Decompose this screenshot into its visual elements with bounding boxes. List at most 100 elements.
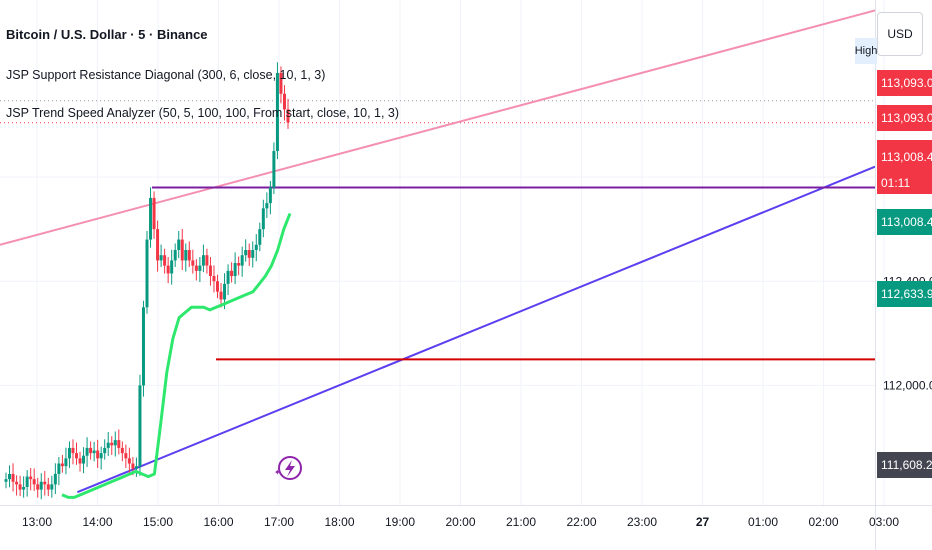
candle-body[interactable] (11, 473, 15, 482)
candle-body[interactable] (163, 255, 167, 266)
candle-body[interactable] (82, 455, 86, 464)
trend-speed-line (61, 212, 292, 499)
symbol-title[interactable]: Bitcoin / U.S. Dollar · 5 · Binance (6, 27, 208, 42)
indicator-support-resistance-label[interactable]: JSP Support Resistance Diagonal (300, 6,… (6, 68, 326, 82)
candle-body[interactable] (226, 270, 230, 284)
candle-body[interactable] (110, 442, 114, 446)
candle-body[interactable] (60, 463, 64, 467)
candle-body[interactable] (265, 203, 269, 209)
candle-body[interactable] (22, 486, 26, 490)
candle-body[interactable] (205, 255, 209, 266)
candle-body[interactable] (25, 476, 29, 487)
candle-body[interactable] (117, 440, 121, 448)
candle-body[interactable] (96, 450, 100, 459)
high-tag: High (855, 38, 877, 64)
candle-body[interactable] (78, 458, 82, 464)
candle-body[interactable] (166, 265, 170, 274)
candle-body[interactable] (15, 481, 19, 485)
candle-body[interactable] (286, 109, 290, 123)
candle-body[interactable] (32, 479, 36, 485)
candle-body[interactable] (103, 447, 107, 454)
candle-body[interactable] (71, 447, 75, 454)
candle-body[interactable] (237, 263, 241, 266)
candle-body[interactable] (272, 151, 276, 188)
candle-body[interactable] (29, 476, 33, 480)
candle-body[interactable] (67, 447, 71, 459)
candle-body[interactable] (194, 265, 198, 271)
candle-body[interactable] (113, 440, 117, 446)
candle-body[interactable] (149, 197, 153, 240)
candle-body[interactable] (46, 484, 50, 490)
candle-body[interactable] (43, 481, 47, 485)
candle-body[interactable] (53, 473, 57, 485)
x-tick-label: 15:00 (143, 515, 173, 529)
candle-body[interactable] (233, 263, 237, 277)
price-label-badge (877, 70, 932, 96)
x-tick-label: 27 (696, 515, 710, 529)
candle-body[interactable] (145, 239, 149, 308)
candle-body[interactable] (89, 447, 93, 454)
candle-body[interactable] (106, 442, 110, 448)
currency-button[interactable]: USD (877, 12, 923, 56)
candle-body[interactable] (279, 72, 283, 94)
candle-body[interactable] (159, 255, 163, 261)
candle-body[interactable] (57, 463, 61, 474)
x-tick-label: 03:00 (869, 515, 899, 529)
candle-body[interactable] (247, 250, 251, 258)
candle-body[interactable] (177, 239, 181, 250)
candle-body[interactable] (99, 453, 103, 459)
candle-body[interactable] (50, 484, 54, 490)
x-tick-label: 13:00 (22, 515, 52, 529)
blue-diagonal-support (76, 165, 876, 494)
candle-body[interactable] (180, 239, 184, 261)
candle-body[interactable] (184, 250, 188, 261)
candle-body[interactable] (261, 208, 265, 230)
candle-body[interactable] (75, 453, 78, 459)
candle-body[interactable] (244, 250, 248, 256)
candle-body[interactable] (36, 484, 40, 490)
candle-body[interactable] (141, 307, 145, 386)
candle-body[interactable] (219, 291, 223, 300)
candle-body[interactable] (230, 270, 234, 277)
candle-body[interactable] (8, 473, 12, 480)
candle-body[interactable] (254, 244, 258, 250)
candle-body[interactable] (282, 93, 286, 110)
indicator-trend-speed-label[interactable]: JSP Trend Speed Analyzer (50, 5, 100, 10… (6, 106, 400, 120)
price-label-value: 113,093.09 (881, 76, 932, 90)
candle-body[interactable] (212, 276, 216, 282)
candle-body[interactable] (92, 450, 96, 454)
bar-countdown: 01:11 (881, 176, 910, 190)
price-label-value: 113,008.47 (881, 215, 932, 229)
candle-body[interactable] (170, 260, 174, 274)
candle-body[interactable] (120, 447, 124, 454)
candle-body[interactable] (152, 197, 156, 230)
candle-body[interactable] (216, 281, 219, 292)
price-label-value: 112,633.97 (881, 287, 932, 301)
candle-body[interactable] (64, 458, 68, 467)
candle-body[interactable] (240, 255, 244, 266)
candle-body[interactable] (201, 255, 205, 266)
candle-body[interactable] (251, 250, 255, 258)
candle-body[interactable] (187, 250, 191, 261)
candle-body[interactable] (127, 458, 131, 464)
candle-body[interactable] (268, 187, 272, 204)
x-tick-label: 22:00 (566, 515, 596, 529)
candle-body[interactable] (85, 447, 89, 456)
candle-body[interactable] (39, 481, 43, 490)
candle-body[interactable] (138, 385, 142, 467)
candle-body[interactable] (156, 229, 160, 261)
candle-body[interactable] (191, 260, 195, 266)
candle-body[interactable] (134, 466, 138, 469)
candle-body[interactable] (131, 463, 135, 469)
candle-body[interactable] (198, 265, 202, 271)
candle-body[interactable] (18, 484, 22, 490)
candle-body[interactable] (173, 250, 177, 261)
candle-body[interactable] (124, 453, 128, 459)
candle-body[interactable] (258, 229, 262, 245)
candle-body[interactable] (223, 283, 227, 300)
candle-body[interactable] (208, 265, 212, 277)
candle-body[interactable] (275, 72, 279, 152)
candle-body[interactable] (4, 479, 8, 482)
